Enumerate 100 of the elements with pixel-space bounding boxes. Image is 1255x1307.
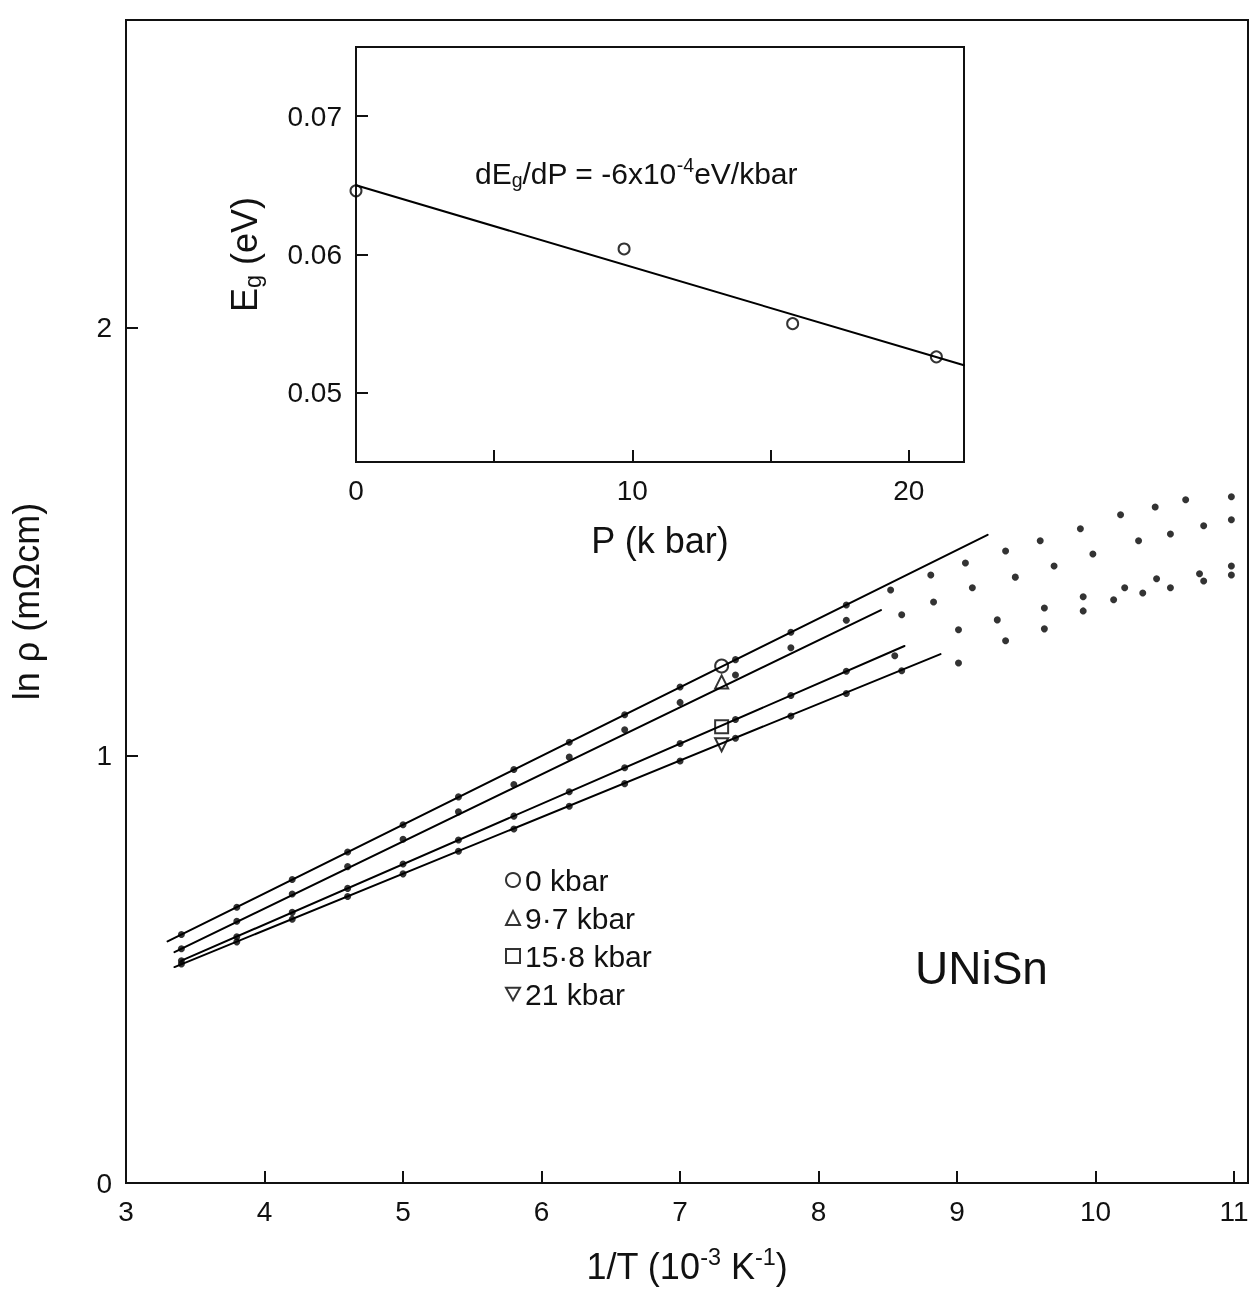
point <box>1011 573 1019 581</box>
point <box>288 908 296 916</box>
point <box>1151 503 1159 511</box>
point <box>968 584 976 592</box>
point <box>233 903 241 911</box>
point <box>565 753 573 761</box>
point <box>787 628 795 636</box>
y-axis-title: ln ρ (mΩcm) <box>5 502 47 701</box>
x-tick-label: 10 <box>616 474 648 506</box>
point <box>731 656 739 664</box>
point <box>621 780 629 788</box>
y-tick-label: 0.06 <box>287 239 342 270</box>
x-tick-label: 7 <box>672 1195 688 1227</box>
point <box>1079 607 1087 615</box>
legend-label: 21 kbar <box>525 977 626 1011</box>
point <box>930 598 938 606</box>
point <box>1036 537 1044 545</box>
x-tick-label: 11 <box>1219 1195 1249 1227</box>
point <box>1200 522 1208 530</box>
x-axis-title: P (k bar) <box>591 519 729 561</box>
legend-label: 0 kbar <box>525 863 609 897</box>
point <box>787 644 795 652</box>
point <box>344 863 352 871</box>
point <box>714 658 730 674</box>
point <box>1135 537 1143 545</box>
point <box>927 571 935 579</box>
point <box>842 601 850 609</box>
point <box>1200 577 1208 585</box>
point <box>786 317 800 331</box>
point <box>1227 516 1235 524</box>
point <box>993 616 1001 624</box>
point <box>510 812 518 820</box>
y-tick-label: 0.05 <box>287 377 342 409</box>
point <box>1153 575 1161 583</box>
point <box>1196 570 1204 578</box>
point <box>898 611 906 619</box>
legend-label: 9·7 kbar <box>525 901 636 935</box>
point <box>955 659 962 667</box>
x-tick-label: 20 <box>893 474 925 506</box>
x-tick-label: 9 <box>949 1195 965 1227</box>
x-tick-label: 8 <box>810 1195 827 1227</box>
y-tick-label: 0 <box>96 1167 112 1199</box>
legend-label: 15·8 kbar <box>525 939 652 973</box>
point <box>1227 571 1235 579</box>
point <box>1139 589 1147 597</box>
point <box>1110 596 1118 604</box>
point <box>676 698 684 706</box>
point <box>454 847 462 855</box>
point <box>399 835 407 843</box>
point <box>510 781 518 788</box>
point <box>344 884 352 892</box>
y-axis-title: Eg (eV) <box>223 196 266 313</box>
point <box>565 738 573 746</box>
point <box>233 938 241 946</box>
x-tick-label: 4 <box>256 1195 273 1227</box>
point <box>1040 625 1048 633</box>
y-tick-label: 1 <box>96 739 112 771</box>
point <box>510 766 518 774</box>
point <box>842 689 850 697</box>
point <box>565 788 573 796</box>
point <box>288 890 296 898</box>
point <box>1076 525 1084 533</box>
point <box>842 616 850 624</box>
point <box>454 808 462 816</box>
point <box>731 734 739 742</box>
point <box>714 719 730 735</box>
point <box>510 825 518 833</box>
point <box>1040 604 1048 612</box>
point <box>787 712 795 720</box>
point <box>1166 530 1174 538</box>
point <box>1166 584 1174 592</box>
point <box>898 667 906 675</box>
point <box>1227 562 1235 570</box>
point <box>929 350 943 364</box>
point <box>288 875 296 883</box>
point <box>1079 593 1087 601</box>
annotation: UNiSn <box>915 942 1048 994</box>
point <box>1227 493 1235 501</box>
point <box>1121 584 1129 592</box>
point <box>961 559 969 567</box>
point <box>454 836 462 844</box>
point <box>617 242 631 256</box>
point <box>349 184 363 198</box>
point <box>891 652 899 660</box>
point <box>731 671 739 679</box>
point <box>233 917 241 925</box>
point <box>621 764 629 772</box>
x-tick-label: 3 <box>118 1195 134 1227</box>
point <box>787 692 795 700</box>
point <box>1002 547 1010 555</box>
point <box>288 915 296 923</box>
point <box>177 945 185 953</box>
y-tick-label: 0.07 <box>287 100 342 132</box>
x-tick-label: 5 <box>395 1195 411 1227</box>
point <box>344 848 352 856</box>
point <box>621 711 629 719</box>
point <box>842 667 850 675</box>
point <box>399 821 407 829</box>
point <box>177 931 185 939</box>
point <box>344 893 352 901</box>
